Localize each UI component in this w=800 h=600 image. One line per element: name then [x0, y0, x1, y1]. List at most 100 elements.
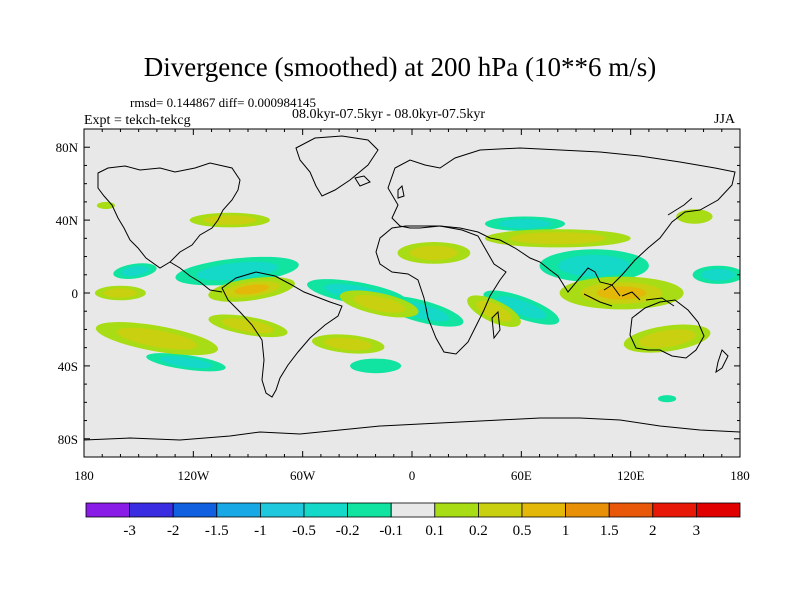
contour-band-0.3 [509, 232, 606, 245]
contour-band-0.3 [221, 318, 275, 334]
divergence-positive-region-20 [623, 324, 711, 353]
colorbar-label: -1.5 [205, 523, 229, 539]
colorbar-swatch-6 [347, 502, 392, 518]
colorbar-label: 0.5 [513, 523, 532, 539]
contour-band-0.7 [234, 284, 269, 295]
colorbar-label: -1 [254, 523, 267, 539]
divergence-negative-region-7 [484, 216, 566, 232]
colorbar-swatch-14 [696, 502, 741, 518]
colorbar-label: -0.1 [379, 523, 403, 539]
divergence-positive-region-21 [484, 229, 631, 248]
contour-band--0.3 [701, 268, 735, 281]
divergence-positive-region-22 [189, 212, 270, 228]
divergence-positive-region-13 [339, 290, 419, 318]
colorbar-swatch-4 [259, 502, 305, 518]
colorbar-swatch-13 [652, 502, 697, 518]
divergence-contours [94, 201, 740, 403]
colorbar-swatch-1 [129, 502, 174, 518]
x-tick-label: 180 [74, 468, 94, 483]
divergence-negative-region-10 [658, 395, 677, 403]
contour-band--0.3 [558, 254, 631, 277]
contour-band--0.15 [658, 395, 677, 403]
period-subtitle: 08.0kyr-07.5kyr - 08.0kyr-07.5kyr [292, 107, 486, 122]
y-tick-label: 40N [56, 213, 79, 228]
colorbar-swatch-8 [434, 502, 479, 518]
colorbar-swatch-11 [565, 502, 610, 518]
colorbar: -3 -2 -1.5 -1 -0.5 -0.2 -0.1 0.1 0.2 0.5 1 1.5 2 3 [85, 502, 741, 539]
coastline-antarctica [84, 417, 740, 441]
coastline-greenland [295, 135, 379, 197]
coastline-africa [375, 225, 507, 355]
contour-band-0.3 [324, 337, 373, 351]
colorbar-label: 3 [693, 523, 701, 539]
contour-band--0.3 [498, 219, 552, 229]
colorbar-swatch-2 [172, 502, 218, 518]
x-tick-label: 120W [177, 468, 210, 483]
contour-band-0.3 [409, 245, 458, 261]
x-tick-label: 60W [290, 468, 316, 483]
rmsd-diff-text: rmsd= 0.144867 diff= 0.000984145 [130, 95, 316, 110]
coastline-british-isles [397, 184, 405, 199]
divergence-positive-region-17 [95, 322, 218, 356]
colorbar-swatch-7 [390, 502, 436, 518]
chart-title: Divergence (smoothed) at 200 hPa (10**6 … [143, 52, 657, 82]
coastline-central-america [169, 261, 223, 293]
divergence-positive-region-18 [208, 314, 288, 338]
coastlines [84, 135, 740, 441]
divergence-negative-region-0 [113, 263, 157, 279]
season-label: JJA [714, 112, 736, 127]
divergence-positive-region-23 [676, 209, 713, 224]
contour-band--0.3 [196, 261, 278, 281]
divergence-positive-region-12 [94, 285, 146, 301]
y-tick-label: 80N [56, 140, 79, 155]
coastline-japan [667, 197, 693, 216]
coastline-indonesia [583, 284, 675, 307]
colorbar-swatch-3 [216, 502, 261, 518]
contour-band-0.3 [638, 329, 696, 348]
experiment-label: Expt = tekch-tekcg [84, 113, 191, 128]
y-tick-label: 40S [58, 359, 78, 374]
colorbar-label: 1.5 [600, 523, 619, 539]
contour-band-0.7 [596, 286, 647, 300]
contour-band--0.3 [496, 296, 547, 319]
divergence-positive-region-14 [467, 295, 521, 328]
divergence-negative-region-4 [483, 290, 560, 325]
x-tick-label: 60E [511, 468, 532, 483]
coastline-north-america [97, 162, 241, 269]
coastline-madagascar [491, 310, 501, 340]
contour-band-0.15 [676, 209, 713, 224]
colorbar-swatch-5 [303, 502, 348, 518]
divergence-positive-region-11 [208, 277, 295, 302]
coastline-australia [629, 299, 705, 359]
colorbar-label: -0.5 [292, 523, 316, 539]
divergence-positive-region-15 [559, 276, 684, 310]
divergence-negative-region-5 [539, 249, 649, 283]
colorbar-swatch-12 [608, 502, 654, 518]
contour-band-0.3 [476, 300, 512, 322]
colorbar-swatch-0 [85, 502, 130, 518]
contour-band-0.3 [203, 215, 257, 225]
coastline-new-zealand [715, 349, 729, 374]
colorbar-swatch-9 [477, 502, 523, 518]
contour-band-0.3 [353, 294, 406, 313]
divergence-positive-region-16 [397, 242, 471, 264]
x-tick-label: 120E [617, 468, 645, 483]
y-tick-label: 0 [72, 286, 79, 301]
colorbar-label: -0.2 [336, 523, 360, 539]
colorbar-label: -2 [167, 523, 180, 539]
contour-band--0.3 [159, 356, 213, 369]
colorbar-label: -3 [123, 523, 136, 539]
coastline-south-america [221, 271, 343, 398]
contour-band-0.3 [116, 327, 198, 350]
x-tick-label: 180 [730, 468, 750, 483]
contour-band--0.15 [350, 358, 402, 374]
colorbar-label: 1 [562, 523, 570, 539]
coastline-iceland [354, 175, 371, 187]
contour-band--0.3 [120, 265, 150, 277]
coastline-eurasia [387, 147, 736, 293]
x-tick-label: 0 [409, 468, 416, 483]
divergence-negative-region-9 [350, 358, 402, 374]
contour-band-0.3 [103, 288, 138, 298]
divergence-negative-region-8 [146, 353, 226, 372]
